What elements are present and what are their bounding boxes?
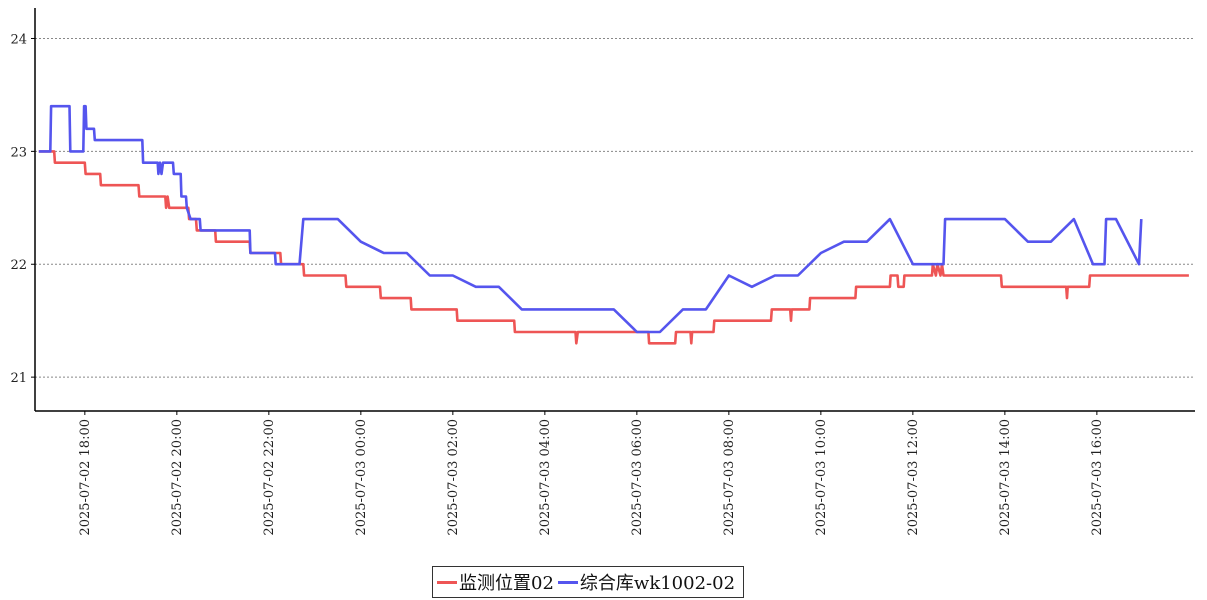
series-line-2 xyxy=(38,104,1143,334)
x-tick-label-5: 2025-07-03 04:00 xyxy=(538,419,553,536)
x-tick-label-3: 2025-07-03 00:00 xyxy=(354,419,369,536)
x-tick-label-10: 2025-07-03 14:00 xyxy=(998,419,1013,536)
x-tick-label-7: 2025-07-03 08:00 xyxy=(722,419,737,536)
legend: 监测位置02 综合库wk1002-02 xyxy=(432,566,745,598)
x-tick-label-1: 2025-07-02 20:00 xyxy=(170,419,185,536)
y-tick-label-24: 24 xyxy=(10,32,27,47)
y-tick-label-23: 23 xyxy=(10,145,27,160)
legend-swatch-series-2 xyxy=(557,580,578,584)
x-tick-label-8: 2025-07-03 10:00 xyxy=(814,419,829,536)
series-line-1 xyxy=(38,150,1189,345)
x-tick-label-2: 2025-07-02 22:00 xyxy=(262,419,277,536)
series-lines xyxy=(38,104,1189,345)
x-tick-label-9: 2025-07-03 12:00 xyxy=(906,419,921,536)
y-tick-label-22: 22 xyxy=(10,258,27,273)
x-tick-label-0: 2025-07-02 18:00 xyxy=(78,419,93,536)
legend-item-series-1[interactable]: 监测位置02 xyxy=(437,569,554,595)
legend-label-series-2: 综合库wk1002-02 xyxy=(579,573,736,594)
grid-lines xyxy=(35,37,1195,378)
y-tick-label-21: 21 xyxy=(10,371,27,386)
legend-swatch-series-1 xyxy=(437,580,457,584)
axes xyxy=(34,8,1195,412)
x-tick-label-11: 2025-07-03 16:00 xyxy=(1090,419,1105,536)
x-tick-label-4: 2025-07-03 02:00 xyxy=(446,419,461,536)
y-axis-ticks: 21 22 23 24 xyxy=(10,32,35,386)
x-axis-ticks: 2025-07-02 18:00 2025-07-02 20:00 2025-07-… xyxy=(78,411,1105,536)
x-tick-label-6: 2025-07-03 06:00 xyxy=(630,419,645,536)
legend-label-series-1: 监测位置02 xyxy=(459,573,554,594)
legend-item-series-2[interactable]: 综合库wk1002-02 xyxy=(557,569,736,595)
